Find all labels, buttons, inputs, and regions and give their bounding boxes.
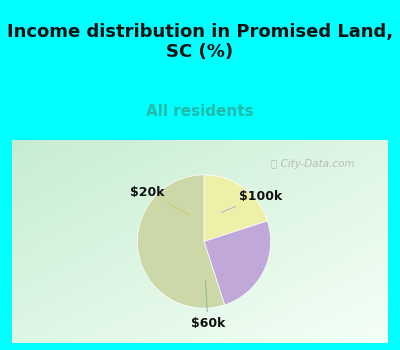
Wedge shape bbox=[204, 175, 267, 242]
Text: $60k: $60k bbox=[191, 281, 225, 330]
Text: $100k: $100k bbox=[221, 190, 282, 212]
Text: Income distribution in Promised Land,
SC (%): Income distribution in Promised Land, SC… bbox=[7, 23, 393, 61]
Text: ⓘ City-Data.com: ⓘ City-Data.com bbox=[271, 159, 355, 169]
Wedge shape bbox=[204, 221, 271, 305]
Text: All residents: All residents bbox=[146, 105, 254, 119]
Wedge shape bbox=[137, 175, 224, 308]
Text: $20k: $20k bbox=[130, 187, 190, 215]
